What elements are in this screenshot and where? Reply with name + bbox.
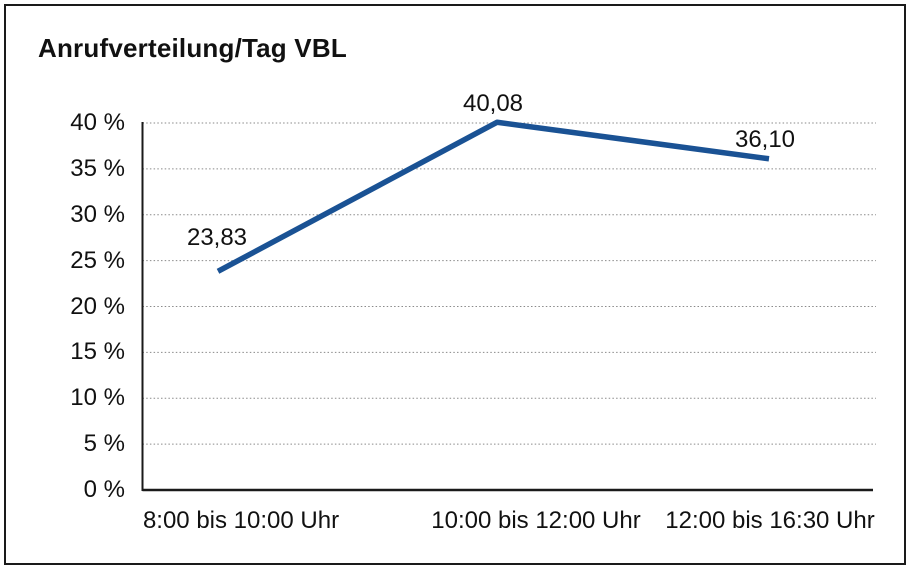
x-axis-label: 10:00 bis 12:00 Uhr: [431, 507, 641, 534]
y-axis-tick-label: 40 %: [70, 109, 125, 136]
y-axis-tick-label: 25 %: [70, 246, 125, 274]
x-axis-label: 12:00 bis 16:30 Uhr: [665, 507, 875, 534]
data-point-label: 23,83: [186, 224, 248, 252]
y-axis-tick-label: 35 %: [70, 154, 125, 182]
y-axis-tick-label: 30 %: [70, 200, 125, 228]
y-axis-tick-label: 15 %: [70, 338, 125, 366]
y-axis-tick-label: 5 %: [83, 430, 125, 458]
chart-frame: [4, 4, 906, 565]
chart-title: Anrufverteilung/Tag VBL: [38, 33, 347, 63]
y-axis-tick-label: 0 %: [83, 476, 125, 503]
data-point-label: 36,10: [734, 125, 796, 153]
data-line: [216, 119, 770, 274]
x-axis-label: 8:00 bis 10:00 Uhr: [142, 507, 340, 534]
data-point-label: 40,08: [462, 90, 524, 118]
y-axis-tick-label: 10 %: [70, 384, 125, 412]
y-axis-tick-label: 20 %: [70, 292, 125, 320]
